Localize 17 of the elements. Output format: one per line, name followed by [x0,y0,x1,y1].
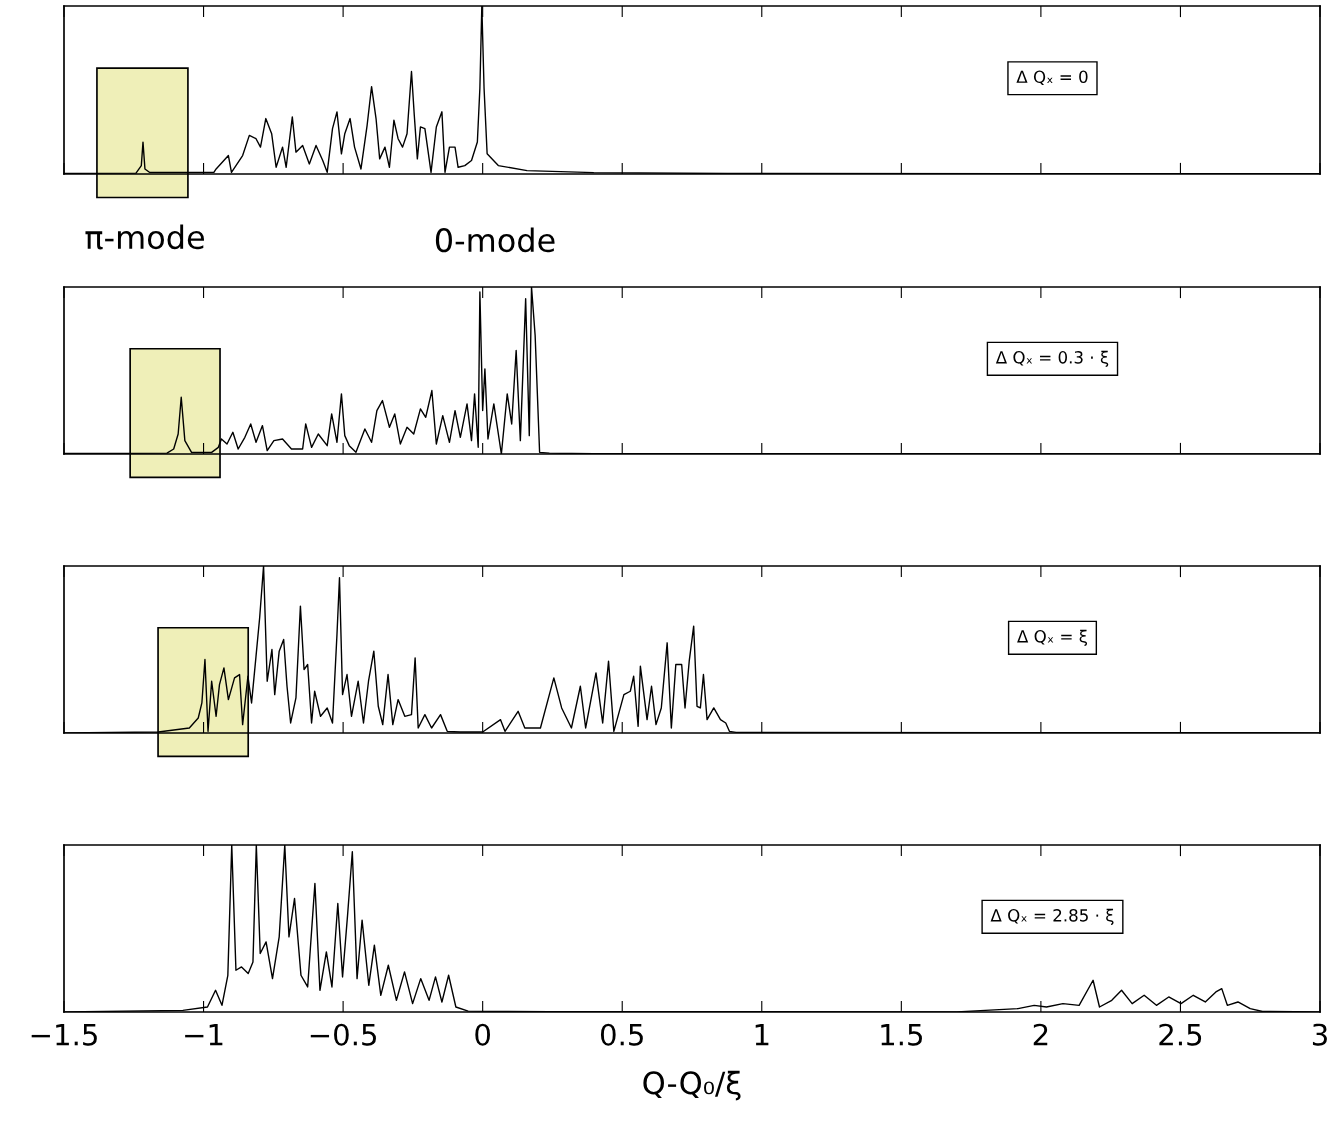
annotation: Δ Qₓ = 2.85 · ξ [990,908,1114,925]
x-tick-label: −1 [185,1024,223,1046]
x-tick-label: 0 [475,1023,491,1046]
x-tick-label: 2.5 [1159,1023,1202,1046]
x-tick-label: 3 [1312,1023,1327,1046]
x-tick-label: −0.5 [310,1023,376,1046]
x-tick-label: −1.5 [31,1024,97,1046]
x-tick-label: 1.5 [881,1024,922,1046]
annotation: Δ Qₓ = 0 [1016,70,1088,85]
x-tick-label: 2 [1033,1023,1048,1046]
text: π-mode [85,224,204,250]
x-tick-label: 0.5 [600,1023,643,1046]
text: 0-mode [435,227,555,253]
annotation: Δ Qₓ = ξ [1017,629,1088,646]
annotation: Δ Qₓ = 0.3 · ξ [995,350,1109,367]
x-tick-label: 1 [755,1024,769,1046]
x-axis-title: Q-Q₀/ξ [643,1070,741,1101]
